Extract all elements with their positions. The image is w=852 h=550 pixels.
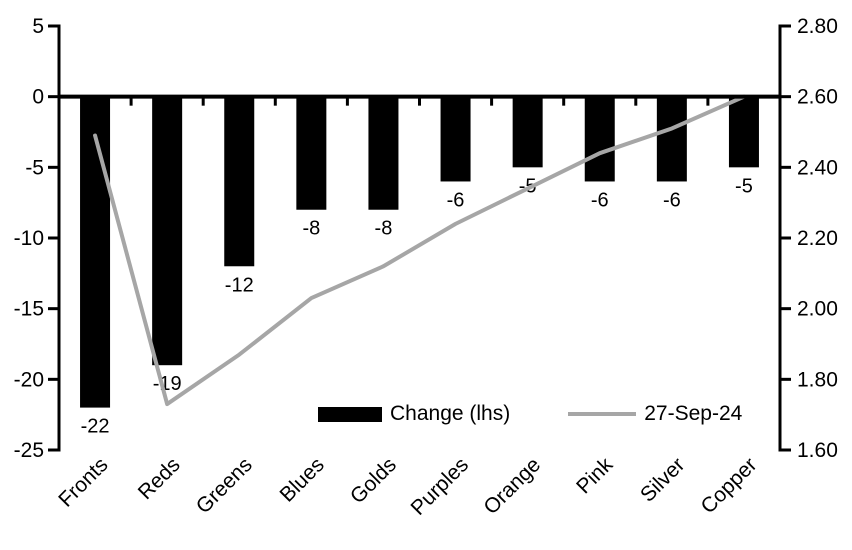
category-label-reds: Reds bbox=[134, 453, 185, 504]
bar-value-label: -19 bbox=[153, 373, 182, 395]
bar-value-label: -5 bbox=[735, 175, 753, 197]
left-axis-tick-label: -20 bbox=[14, 368, 44, 391]
bar-value-label: -6 bbox=[447, 189, 465, 211]
series-line-27-sep-24 bbox=[93, 94, 746, 407]
bar-silver bbox=[656, 96, 687, 182]
right-axis-tick-label: 2.00 bbox=[797, 298, 838, 321]
bar-value-label: -22 bbox=[81, 416, 110, 438]
bar-blues bbox=[296, 96, 327, 210]
right-axis-tick-label: 2.60 bbox=[797, 86, 838, 109]
left-axis-tick-label: -5 bbox=[25, 156, 44, 179]
category-label-fronts: Fronts bbox=[54, 453, 112, 511]
bar-purples bbox=[440, 96, 471, 182]
right-axis-tick-label: 2.20 bbox=[797, 227, 838, 250]
bar-orange bbox=[512, 96, 543, 168]
category-label-golds: Golds bbox=[346, 453, 401, 508]
category-label-silver: Silver bbox=[636, 453, 689, 506]
category-label-pink: Pink bbox=[572, 453, 618, 499]
category-label-orange: Orange bbox=[479, 453, 545, 519]
left-axis-tick-label: -25 bbox=[14, 439, 44, 462]
bar-fronts bbox=[80, 96, 111, 408]
legend-item-line: 27-Sep-24 bbox=[568, 402, 742, 426]
bar-copper bbox=[728, 96, 759, 168]
right-axis-tick-label: 2.40 bbox=[797, 156, 838, 179]
bar-greens bbox=[224, 96, 255, 267]
left-axis-tick-label: -10 bbox=[14, 227, 44, 250]
bar-value-label: -6 bbox=[591, 189, 609, 211]
legend-item-change: Change (lhs) bbox=[318, 402, 510, 426]
left-axis-tick-label: 0 bbox=[32, 86, 44, 109]
bar-value-label: -8 bbox=[375, 218, 393, 240]
right-axis-tick-label: 1.60 bbox=[797, 439, 838, 462]
legend-bar-swatch bbox=[318, 406, 382, 422]
right-axis-tick-label: 2.80 bbox=[797, 15, 838, 38]
bar-value-label: -8 bbox=[302, 218, 320, 240]
bar-reds bbox=[152, 96, 183, 366]
bar-value-label: -6 bbox=[663, 189, 681, 211]
category-label-greens: Greens bbox=[192, 453, 257, 518]
bar-pink bbox=[584, 96, 615, 182]
category-label-purples: Purples bbox=[406, 453, 473, 520]
chart-legend: Change (lhs) 27-Sep-24 bbox=[318, 402, 742, 426]
category-label-blues: Blues bbox=[275, 453, 328, 506]
legend-line-swatch bbox=[568, 412, 637, 416]
bar-value-label: -12 bbox=[225, 274, 254, 296]
category-label-copper: Copper bbox=[697, 453, 762, 518]
left-axis-tick-label: -15 bbox=[14, 298, 44, 321]
right-axis-tick-label: 1.80 bbox=[797, 368, 838, 391]
left-axis-tick-label: 5 bbox=[32, 15, 44, 38]
legend-line-label: 27-Sep-24 bbox=[644, 402, 743, 425]
bar-golds bbox=[368, 96, 399, 210]
legend-bar-label: Change (lhs) bbox=[390, 402, 511, 425]
